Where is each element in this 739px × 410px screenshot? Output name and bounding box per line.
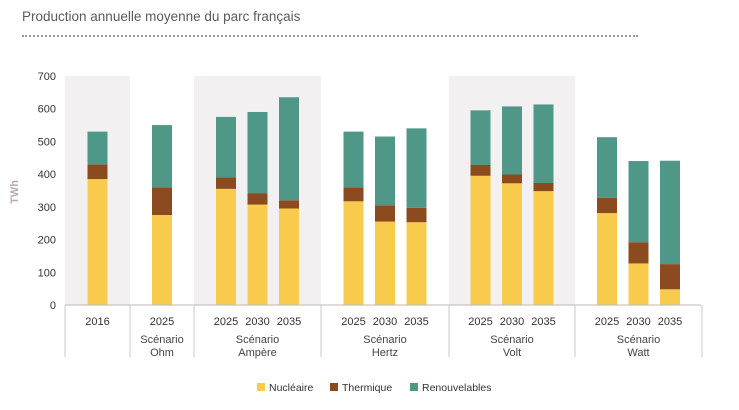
bar-segment-renouvelables bbox=[216, 116, 236, 178]
bar-segment-renouvelables bbox=[502, 106, 522, 175]
bar-segment-nucleaire bbox=[279, 208, 299, 305]
bar-segment-nucleaire bbox=[152, 215, 172, 305]
bar-segment-nucleaire bbox=[247, 204, 268, 305]
legend-label: Nucléaire bbox=[269, 382, 314, 394]
bar-segment-thermique bbox=[216, 177, 236, 189]
x-tick-label: 2030 bbox=[373, 316, 397, 328]
y-tick-label: 300 bbox=[38, 202, 56, 214]
bar-segment-nucleaire bbox=[628, 263, 649, 305]
title-divider bbox=[22, 35, 638, 37]
bar-segment-thermique bbox=[533, 182, 554, 192]
y-tick-label: 100 bbox=[38, 267, 56, 279]
bar-segment-thermique bbox=[502, 174, 522, 184]
group-label: Scénario Volt bbox=[490, 334, 533, 359]
y-tick-label: 0 bbox=[50, 300, 56, 312]
bar-segment-nucleaire bbox=[87, 179, 108, 305]
x-tick-label: 2035 bbox=[277, 316, 301, 328]
bar-segment-nucleaire bbox=[597, 213, 617, 305]
bar-segment-nucleaire bbox=[533, 191, 554, 305]
bar-segment-renouvelables bbox=[533, 104, 554, 183]
bar-segment-renouvelables bbox=[152, 125, 172, 188]
y-tick-label: 500 bbox=[38, 136, 56, 148]
bar-segment-thermique bbox=[628, 242, 649, 264]
y-tick-label: 700 bbox=[38, 71, 56, 83]
bar-segment-thermique bbox=[279, 200, 299, 209]
chart-title: Production annuelle moyenne du parc fran… bbox=[22, 9, 301, 24]
bar-segment-renouvelables bbox=[597, 137, 617, 198]
bar-segment-nucleaire bbox=[406, 222, 427, 305]
bar-segment-renouvelables bbox=[343, 131, 364, 188]
group-label: Scénario Ampère bbox=[236, 334, 279, 359]
bar-segment-thermique bbox=[597, 197, 617, 214]
x-tick-label: 2016 bbox=[85, 316, 109, 328]
bar-segment-nucleaire bbox=[216, 188, 236, 305]
y-tick-label: 400 bbox=[38, 169, 56, 181]
legend-label: Thermique bbox=[342, 382, 392, 394]
bar-segment-thermique bbox=[470, 164, 491, 176]
bar-segment-thermique bbox=[343, 187, 364, 202]
group-label: Scénario Watt bbox=[617, 334, 660, 359]
legend-swatch bbox=[410, 383, 418, 391]
bar-segment-thermique bbox=[87, 164, 108, 180]
bar-segment-thermique bbox=[375, 205, 395, 222]
bar-segment-nucleaire bbox=[375, 221, 395, 305]
bar-segment-nucleaire bbox=[343, 201, 364, 305]
x-tick-label: 2025 bbox=[468, 316, 492, 328]
bar-segment-nucleaire bbox=[502, 183, 522, 305]
bar-segment-nucleaire bbox=[660, 289, 680, 305]
bar-segment-thermique bbox=[247, 193, 268, 205]
y-tick-label: 200 bbox=[38, 235, 56, 247]
x-tick-label: 2025 bbox=[214, 316, 238, 328]
x-tick-label: 2035 bbox=[658, 316, 682, 328]
x-tick-label: 2030 bbox=[500, 316, 524, 328]
bar-segment-renouvelables bbox=[660, 160, 680, 265]
bar-segment-renouvelables bbox=[247, 111, 268, 194]
bar-segment-renouvelables bbox=[87, 131, 108, 165]
bar-segment-renouvelables bbox=[279, 97, 299, 201]
group-label: Scénario Ohm bbox=[140, 334, 183, 359]
bar-segment-renouvelables bbox=[406, 128, 427, 208]
legend-label: Renouvelables bbox=[422, 382, 491, 394]
bar-segment-nucleaire bbox=[470, 175, 491, 305]
x-tick-label: 2025 bbox=[341, 316, 365, 328]
x-tick-label: 2035 bbox=[404, 316, 428, 328]
bar-segment-renouvelables bbox=[470, 110, 491, 165]
x-tick-label: 2030 bbox=[245, 316, 269, 328]
bar-segment-thermique bbox=[406, 207, 427, 223]
x-tick-label: 2025 bbox=[595, 316, 619, 328]
group-label: Scénario Hertz bbox=[363, 334, 406, 359]
legend-swatch bbox=[257, 383, 265, 391]
x-tick-label: 2030 bbox=[626, 316, 650, 328]
bar-segment-renouvelables bbox=[628, 161, 649, 243]
bar-segment-thermique bbox=[152, 187, 172, 216]
legend-swatch bbox=[330, 383, 338, 391]
y-axis-title: TWh bbox=[9, 180, 21, 204]
bar-segment-thermique bbox=[660, 264, 680, 290]
y-tick-label: 600 bbox=[38, 104, 56, 116]
x-tick-label: 2035 bbox=[531, 316, 555, 328]
x-tick-label: 2025 bbox=[150, 316, 174, 328]
bar-segment-renouvelables bbox=[375, 136, 395, 206]
